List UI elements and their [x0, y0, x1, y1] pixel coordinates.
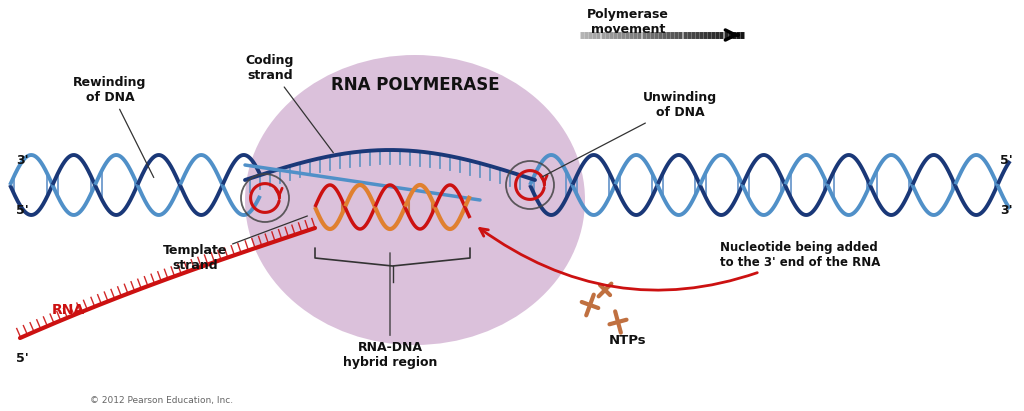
Text: 5': 5' — [1000, 153, 1013, 166]
Text: 5': 5' — [16, 203, 29, 217]
Text: RNA-DNA
hybrid region: RNA-DNA hybrid region — [343, 253, 437, 369]
Text: 5': 5' — [15, 351, 29, 365]
Text: Polymerase
movement: Polymerase movement — [587, 8, 669, 36]
Text: 3': 3' — [1000, 203, 1013, 217]
Text: Nucleotide being added
to the 3' end of the RNA: Nucleotide being added to the 3' end of … — [480, 229, 881, 290]
Text: Unwinding
of DNA: Unwinding of DNA — [543, 91, 717, 177]
Text: Template
strand: Template strand — [163, 216, 307, 272]
Text: RNA: RNA — [51, 303, 85, 317]
Text: RNA POLYMERASE: RNA POLYMERASE — [331, 76, 500, 94]
Text: 3': 3' — [16, 153, 29, 166]
Text: © 2012 Pearson Education, Inc.: © 2012 Pearson Education, Inc. — [90, 395, 233, 404]
Text: Coding
strand: Coding strand — [246, 54, 334, 153]
Ellipse shape — [245, 55, 585, 345]
Text: NTPs: NTPs — [609, 333, 647, 346]
Text: Rewinding
of DNA: Rewinding of DNA — [74, 76, 154, 178]
